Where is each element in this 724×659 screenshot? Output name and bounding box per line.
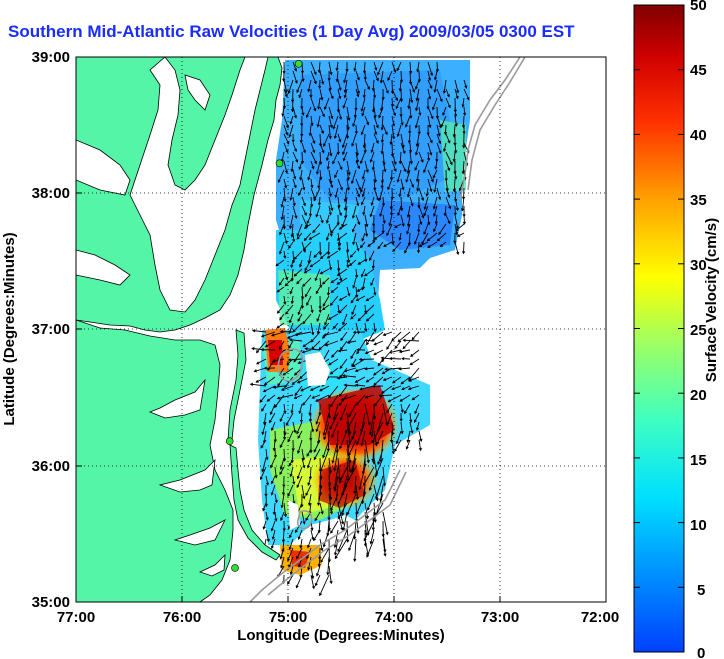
colorbar-tick-label: 50 bbox=[690, 0, 707, 14]
radar-station-marker bbox=[225, 437, 234, 446]
colorbar-tick-label: 20 bbox=[690, 387, 707, 404]
xtick-label: 77:00 bbox=[57, 609, 95, 626]
ytick-label: 39:00 bbox=[32, 49, 70, 66]
axis-ticks bbox=[76, 192, 501, 602]
chesapeake-bay bbox=[76, 57, 269, 577]
colorbar-tick-label: 5 bbox=[697, 582, 705, 599]
xtick-label: 72:00 bbox=[581, 609, 619, 626]
colorbar bbox=[633, 4, 685, 653]
radar-stations bbox=[225, 60, 303, 572]
colorbar-tick-label: 10 bbox=[690, 517, 707, 534]
xtick-label: 73:00 bbox=[481, 609, 519, 626]
colorbar-label: Surface Velocity (cm/s) bbox=[703, 218, 720, 382]
ytick-label: 38:00 bbox=[32, 185, 70, 202]
colorbar-tick-label: 35 bbox=[690, 192, 707, 209]
radar-station-marker bbox=[231, 564, 239, 572]
xtick-label: 76:00 bbox=[163, 609, 201, 626]
ytick-label: 35:00 bbox=[32, 594, 70, 611]
colorbar-tick-label: 15 bbox=[690, 452, 707, 469]
y-axis-label: Latitude (Degrees:Minutes) bbox=[1, 232, 18, 425]
xtick-label: 74:00 bbox=[375, 609, 413, 626]
colorbar-tick-label: 0 bbox=[697, 645, 705, 659]
radar-station-marker bbox=[275, 159, 284, 168]
radar-station-marker bbox=[294, 60, 303, 68]
colorbar-ticks bbox=[634, 4, 684, 653]
barrier-islands bbox=[227, 329, 281, 561]
x-axis-label: Longitude (Degrees:Minutes) bbox=[237, 627, 445, 644]
colorbar-tick-label: 25 bbox=[690, 322, 707, 339]
ytick-label: 36:00 bbox=[32, 458, 70, 475]
chart-title: Southern Mid-Atlantic Raw Velocities (1 … bbox=[8, 22, 575, 41]
colorbar-tick-label: 30 bbox=[690, 257, 707, 274]
colorbar-tick-label: 45 bbox=[690, 62, 707, 79]
ytick-label: 37:00 bbox=[32, 321, 70, 338]
xtick-label: 75:00 bbox=[269, 609, 307, 626]
gridlines bbox=[76, 57, 606, 602]
colorbar-tick-label: 40 bbox=[690, 127, 707, 144]
bathymetry-contours bbox=[249, 57, 526, 602]
